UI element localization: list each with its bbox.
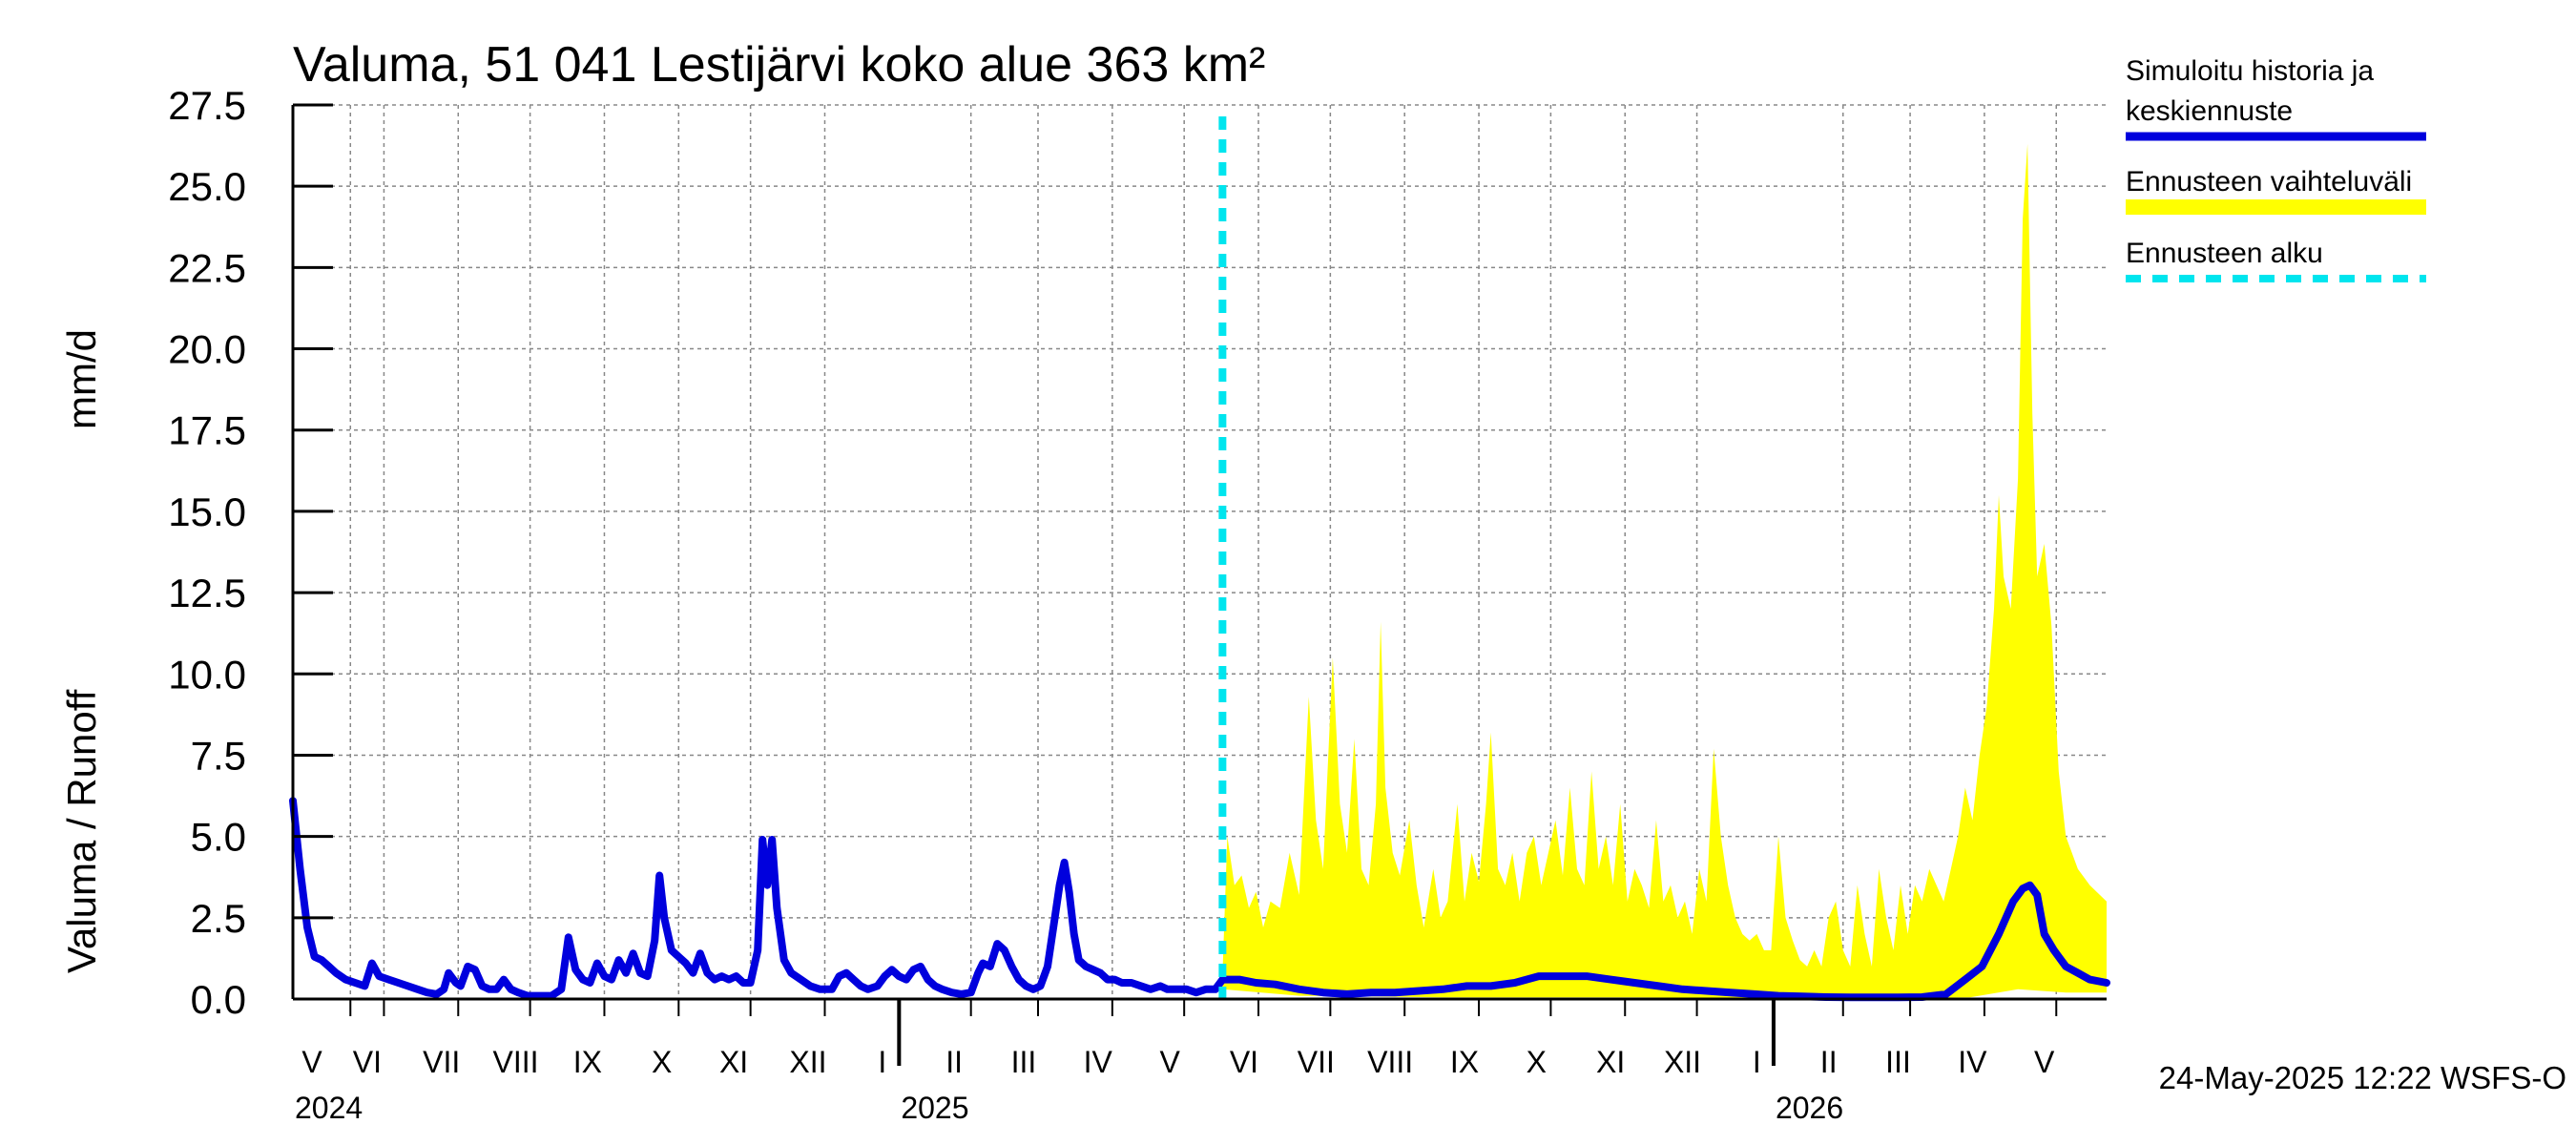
- month-label: VIII: [493, 1045, 539, 1079]
- month-label: IV: [1958, 1045, 1987, 1079]
- month-label: V: [301, 1045, 322, 1079]
- y-tick-label: 12.5: [168, 571, 246, 615]
- y-tick-label: 27.5: [168, 83, 246, 128]
- y-tick-label: 0.0: [191, 977, 246, 1022]
- month-label: VII: [1298, 1045, 1335, 1079]
- grid: [293, 104, 2107, 999]
- y-tick-labels: 0.0 2.5 5.0 7.5 10.0 12.5 15.0 17.5 20.0 22.5 25.0…: [168, 83, 246, 1022]
- y-tick-label: 5.0: [191, 815, 246, 860]
- y-tick-label: 2.5: [191, 896, 246, 941]
- month-labels: V VI VII VIII IX X XI XII I II III IV V VI VII VIII IX X X…: [301, 1045, 2055, 1079]
- chart-title: Valuma, 51 041 Lestijärvi koko alue 363 …: [293, 37, 1265, 93]
- year-label: 2026: [1776, 1091, 1843, 1125]
- legend-label-series-line1: Simuloitu historia ja: [2126, 55, 2374, 87]
- y-tick-label: 17.5: [168, 408, 246, 453]
- month-label: I: [1753, 1045, 1761, 1079]
- month-label: XII: [1664, 1045, 1701, 1079]
- year-labels: 2024 2025 2026: [295, 1091, 1843, 1125]
- month-label: IX: [1450, 1045, 1479, 1079]
- month-label: VIII: [1367, 1045, 1413, 1079]
- month-label: X: [1527, 1045, 1547, 1079]
- month-label: III: [1885, 1045, 1911, 1079]
- month-label: V: [1159, 1045, 1180, 1079]
- timestamp: 24-May-2025 12:22 WSFS-O: [2159, 1060, 2566, 1095]
- band-area: [1222, 143, 2107, 999]
- y-tick-label: 10.0: [168, 652, 246, 697]
- axes: [291, 103, 2107, 1066]
- month-label: XI: [1596, 1045, 1625, 1079]
- year-label: 2024: [295, 1091, 363, 1125]
- month-label: VII: [423, 1045, 460, 1079]
- y-tick-label: 15.0: [168, 489, 246, 534]
- series-line: [289, 797, 2110, 1002]
- year-label: 2025: [901, 1091, 968, 1125]
- month-label: II: [945, 1045, 963, 1079]
- month-label: IX: [573, 1045, 602, 1079]
- y-tick-label: 22.5: [168, 245, 246, 290]
- month-label: X: [652, 1045, 672, 1079]
- legend: Simuloitu historia ja keskiennuste Ennus…: [2126, 55, 2426, 282]
- y-axis-label: Valuma / Runoff: [59, 689, 104, 973]
- month-label: XI: [719, 1045, 748, 1079]
- month-label: VI: [353, 1045, 382, 1079]
- forecast-range-band: [1222, 143, 2107, 999]
- month-label: II: [1820, 1045, 1838, 1079]
- month-label: III: [1011, 1045, 1037, 1079]
- series-layer: [289, 797, 2110, 1002]
- legend-label-band: Ennusteen vaihteluväli: [2126, 166, 2412, 198]
- y-tick-label: 20.0: [168, 327, 246, 372]
- month-label: I: [878, 1045, 886, 1079]
- y-tick-label: 25.0: [168, 164, 246, 209]
- month-label: VI: [1230, 1045, 1258, 1079]
- legend-label-series-line2: keskiennuste: [2126, 95, 2293, 127]
- month-label: XII: [789, 1045, 826, 1079]
- legend-label-forecast-start: Ennusteen alku: [2126, 238, 2323, 269]
- y-axis-unit: mm/d: [59, 329, 104, 429]
- month-label: V: [2034, 1045, 2055, 1079]
- month-label: IV: [1084, 1045, 1113, 1079]
- y-tick-label: 7.5: [191, 733, 246, 778]
